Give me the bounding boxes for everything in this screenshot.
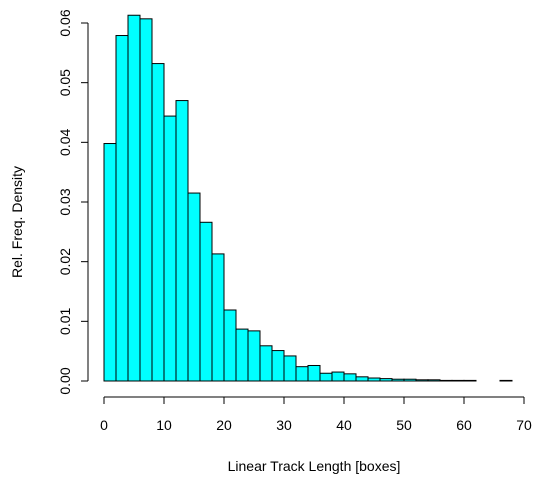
histogram-bar [259, 345, 273, 382]
histogram-bar [499, 379, 513, 382]
x-tick-label: 60 [456, 417, 472, 433]
x-tick-label: 30 [276, 417, 292, 433]
y-tick-label: 0.06 [57, 9, 73, 36]
y-tick-label: 0.00 [57, 367, 73, 394]
histogram-bar [307, 364, 321, 382]
histogram-bar [367, 377, 381, 382]
y-tick-label: 0.01 [57, 307, 73, 334]
histogram-bar [415, 379, 429, 382]
y-axis-title: Rel. Freq. Density [9, 166, 25, 278]
histogram-bar [319, 372, 333, 382]
histogram-bar [187, 192, 201, 382]
x-tick-label: 40 [336, 417, 352, 433]
x-tick-label: 10 [156, 417, 172, 433]
histogram-bar [223, 309, 237, 382]
histogram-bar [439, 379, 453, 382]
histogram-bar [391, 378, 405, 382]
y-tick-label: 0.04 [57, 128, 73, 155]
x-axis: 0 10 20 30 40 50 60 70 [100, 396, 532, 433]
histogram-bar [103, 143, 117, 382]
histogram-bar [343, 373, 357, 382]
histogram-bar [295, 366, 309, 382]
histogram-bar [463, 379, 477, 382]
x-tick-label: 0 [100, 417, 108, 433]
x-tick-label: 20 [216, 417, 232, 433]
y-tick-label: 0.05 [57, 69, 73, 96]
x-tick-label: 70 [516, 417, 532, 433]
histogram-bar [175, 100, 189, 382]
x-axis-title: Linear Track Length [boxes] [228, 458, 401, 474]
histogram-bar [331, 371, 345, 382]
histogram-bar [139, 18, 153, 382]
histogram-bar [355, 376, 369, 382]
bars-layer [103, 14, 513, 382]
histogram-bar [247, 330, 261, 382]
histogram-bar [283, 355, 297, 382]
y-axis: 0.00 0.01 0.02 0.03 0.04 0.05 0.06 [57, 9, 89, 395]
histogram-bar [115, 35, 129, 382]
histogram-bar [427, 379, 441, 382]
histogram-bar [403, 378, 417, 382]
y-tick-label: 0.03 [57, 188, 73, 215]
histogram-bar [199, 221, 213, 382]
histogram-bar [379, 378, 393, 382]
histogram-bar [151, 63, 165, 382]
histogram-bar [163, 115, 177, 382]
y-tick-label: 0.02 [57, 248, 73, 275]
histogram-bar [211, 253, 225, 382]
histogram-bar [127, 14, 141, 382]
histogram-bar [235, 328, 249, 382]
histogram-bar [451, 379, 465, 382]
x-tick-label: 50 [396, 417, 412, 433]
histogram-bar [271, 350, 285, 382]
